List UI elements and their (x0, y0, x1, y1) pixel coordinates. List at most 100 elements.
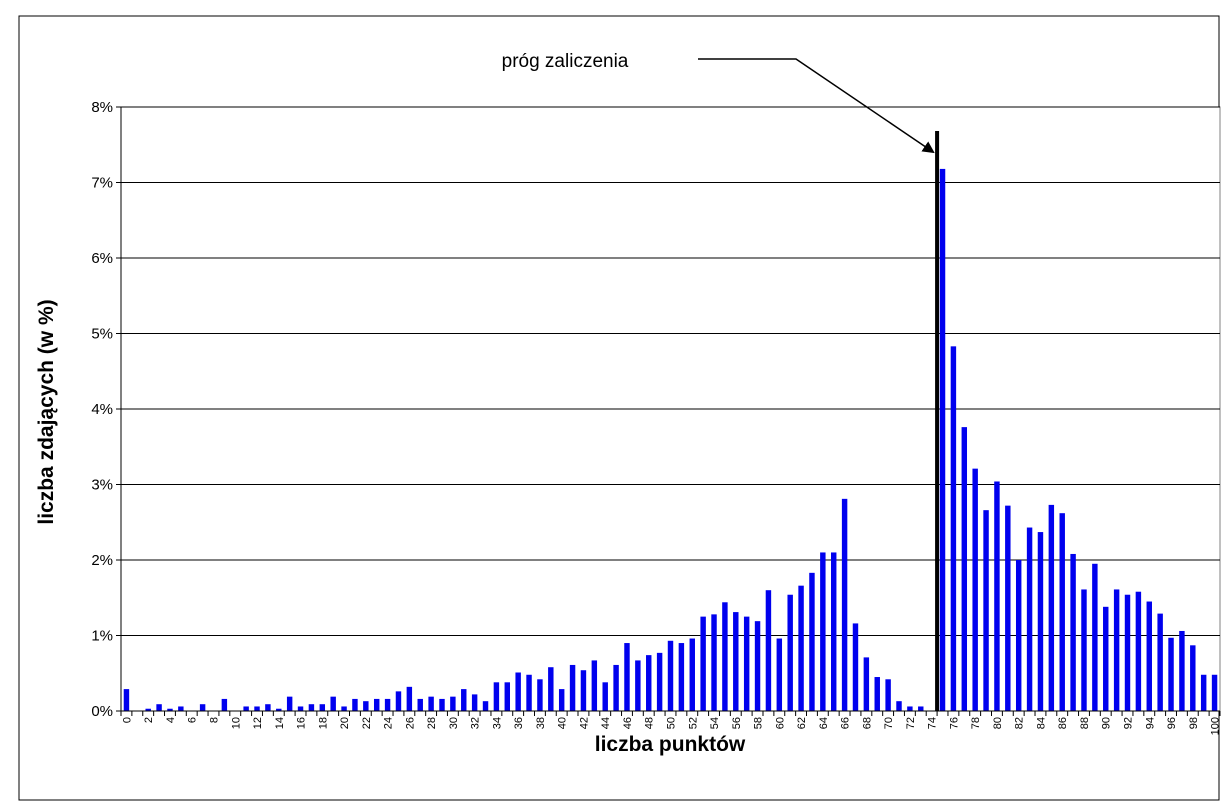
bar (885, 679, 891, 711)
x-tick-label: 64 (818, 717, 830, 729)
bar (852, 623, 859, 711)
x-tick-label: 20 (339, 717, 351, 729)
bar (961, 427, 968, 711)
bar (656, 652, 663, 711)
bar (482, 701, 489, 711)
bar (863, 657, 870, 711)
bar (243, 706, 249, 711)
x-tick-label: 36 (513, 717, 525, 729)
bar (156, 704, 162, 711)
bar (286, 696, 293, 711)
x-tick-label: 6 (187, 717, 199, 723)
x-tick-label: 98 (1188, 717, 1200, 729)
bar (145, 708, 151, 711)
bar (515, 672, 521, 711)
x-tick-label: 96 (1166, 717, 1178, 729)
x-tick-label: 92 (1123, 717, 1135, 729)
bar (406, 686, 413, 711)
bar (918, 706, 924, 711)
x-tick-label: 30 (448, 717, 460, 729)
x-tick-label: 38 (535, 717, 547, 729)
x-tick-label: 24 (383, 717, 395, 729)
bar (1179, 630, 1185, 711)
bar (221, 698, 228, 711)
x-tick-label: 16 (296, 717, 308, 729)
bar (1146, 601, 1152, 711)
bar (254, 706, 260, 711)
y-tick-label: 1% (91, 628, 113, 645)
bar (297, 706, 304, 711)
bar (591, 660, 598, 711)
bar (743, 616, 750, 711)
x-tick-label: 94 (1144, 717, 1156, 729)
x-tick-label: 10 (230, 717, 242, 729)
bar (700, 616, 706, 711)
x-tick-label: 68 (861, 717, 873, 729)
x-tick-label: 100 (1210, 717, 1222, 735)
x-tick-label: 70 (883, 717, 895, 729)
y-tick-label: 4% (91, 401, 113, 418)
x-tick-label: 0 (121, 717, 133, 723)
x-tick-label: 78 (970, 717, 982, 729)
bar (667, 640, 674, 711)
bar (265, 704, 271, 711)
bar (711, 614, 717, 711)
bar (1015, 560, 1022, 711)
bar (678, 643, 685, 711)
x-tick-label: 28 (426, 717, 438, 729)
bar (1070, 553, 1076, 711)
bar (569, 664, 576, 711)
x-tick-label: 32 (470, 717, 482, 729)
x-tick-label: 50 (666, 717, 678, 729)
bar (787, 594, 793, 711)
bar (504, 682, 511, 711)
bar (689, 638, 695, 711)
bar (1157, 613, 1163, 711)
bar (939, 168, 946, 711)
bar (765, 590, 772, 711)
x-axis-ticks: 0 2 4 6 8 10 12 14 16 18 20 22 24 26 28 30 32 34 36 38 40 42 4… (120, 711, 1222, 735)
bar (450, 696, 456, 711)
y-tick-label: 0% (91, 703, 113, 720)
bar (493, 682, 500, 711)
bar (199, 704, 206, 711)
bar (776, 638, 783, 711)
x-tick-label: 72 (905, 717, 917, 729)
bar (1026, 527, 1033, 711)
bar (1092, 563, 1098, 711)
bar (363, 701, 369, 711)
bar (830, 552, 837, 711)
bar (384, 698, 391, 711)
y-tick-label: 6% (91, 250, 113, 267)
bar (907, 706, 913, 711)
y-axis-ticks: 0% 1% 2% 3% 4% 5% 6% 7% 8% (91, 99, 121, 720)
bar (635, 660, 641, 711)
x-axis-label: liczba punktów (595, 733, 746, 756)
x-tick-label: 76 (948, 717, 960, 729)
x-tick-label: 56 (731, 717, 743, 729)
x-tick-label: 84 (1035, 717, 1047, 729)
bar (1048, 504, 1055, 711)
x-tick-label: 22 (361, 717, 373, 729)
gridlines (121, 106, 1220, 636)
bar (1113, 589, 1120, 711)
x-tick-label: 48 (644, 717, 656, 729)
x-tick-label: 34 (491, 717, 503, 729)
bar (983, 510, 989, 711)
x-tick-label: 12 (252, 717, 264, 729)
bar (580, 670, 587, 711)
bars (123, 168, 1218, 711)
x-tick-label: 44 (600, 717, 612, 729)
bar (352, 698, 358, 711)
x-tick-label: 66 (840, 717, 852, 729)
x-tick-label: 88 (1079, 717, 1091, 729)
x-tick-label: 60 (774, 717, 786, 729)
y-tick-label: 8% (91, 99, 113, 116)
x-tick-label: 86 (1057, 717, 1069, 729)
bar (341, 706, 347, 711)
bar (1135, 591, 1142, 711)
bar (1124, 594, 1131, 711)
bar (330, 696, 336, 711)
bar (1005, 505, 1011, 711)
bar (417, 698, 423, 711)
